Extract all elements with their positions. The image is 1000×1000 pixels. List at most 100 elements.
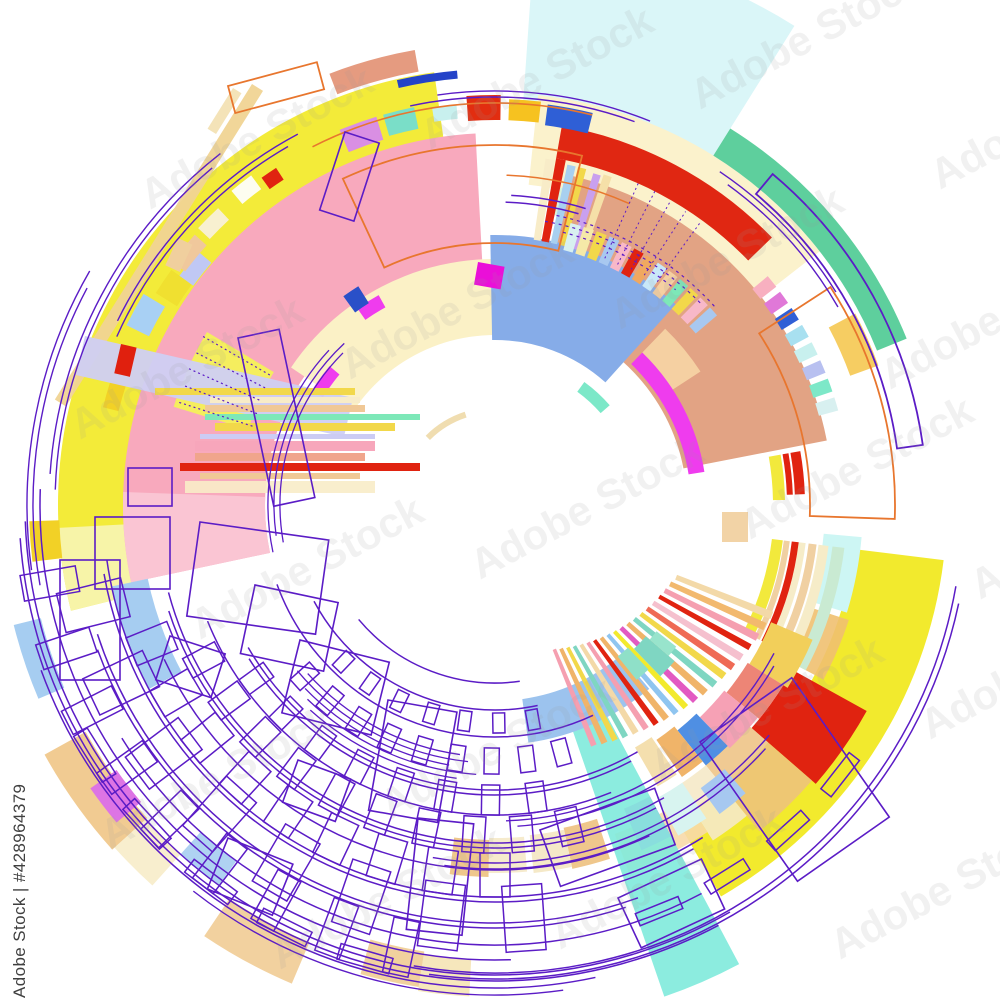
arc-band — [488, 836, 528, 873]
arc-line — [116, 145, 289, 337]
arc-line — [168, 610, 657, 849]
fan-tick — [656, 726, 703, 777]
ring-rect-outline — [516, 744, 537, 774]
fan-tick — [552, 648, 597, 747]
ring-rect-outline — [479, 852, 511, 898]
ring-rect-outline — [524, 707, 542, 732]
arc-line — [276, 584, 594, 738]
ring-rect-outline — [317, 772, 356, 817]
ring-rect-outline — [55, 576, 132, 634]
box-outline — [405, 817, 475, 937]
ring-rect-outline — [491, 712, 506, 734]
arc-line — [103, 573, 694, 903]
arc-band — [754, 540, 790, 640]
arc-band — [577, 382, 610, 414]
arc-band — [357, 295, 386, 320]
fan-tick — [617, 647, 649, 680]
arc-line — [517, 665, 775, 827]
arc-band — [620, 248, 644, 278]
arc-line — [49, 152, 221, 474]
accent-rect — [185, 481, 375, 493]
dashed-radial-line — [617, 188, 657, 265]
arc-band — [751, 669, 867, 784]
arc-band — [743, 539, 783, 637]
arc-band — [343, 286, 369, 313]
ring-rect-outline — [34, 626, 98, 671]
sector-outline — [754, 172, 924, 450]
arc-band — [563, 222, 581, 253]
arc-line — [32, 287, 88, 586]
accent-rect — [165, 238, 193, 272]
outline-rect-rings — [19, 564, 861, 979]
ring-rect-outline — [313, 896, 360, 961]
dashed-radial-line — [604, 180, 640, 259]
fan-tick — [669, 581, 767, 631]
accent-rect — [205, 414, 420, 420]
ring-rect-outline — [483, 747, 501, 775]
fan-tick — [651, 600, 744, 661]
ring-rect-outline — [421, 846, 460, 896]
ring-rect-outline — [237, 661, 275, 696]
arc-line — [306, 698, 477, 775]
radial-tick-fan — [552, 574, 813, 787]
arc-band — [662, 279, 689, 307]
arc-line — [96, 633, 639, 924]
arc-line — [279, 352, 344, 543]
ring-rect-outline — [218, 750, 273, 806]
arc-band — [782, 453, 793, 495]
fan-tick — [663, 588, 760, 641]
fan-tick — [593, 639, 659, 726]
ring-rect-outline — [81, 649, 161, 717]
arc-band — [550, 164, 576, 245]
ring-rect-outline — [365, 832, 409, 886]
ring-rect-outline — [255, 907, 314, 948]
arc-line — [428, 603, 960, 980]
fan-tick — [645, 606, 736, 671]
arc-line — [432, 734, 770, 864]
ring-rect-outline — [386, 766, 416, 803]
arc-band — [598, 236, 620, 267]
ring-rect-outline — [331, 649, 356, 675]
box-outline — [226, 61, 326, 115]
ring-rect-outline — [311, 811, 360, 867]
arc-band — [291, 258, 551, 410]
ring-rect-outline — [765, 809, 811, 852]
ring-rect-outline — [314, 684, 346, 717]
ring-rect-outline — [124, 620, 179, 667]
accent-rect — [474, 262, 505, 290]
ring-rect-outline — [238, 715, 282, 759]
accent-rect — [155, 388, 355, 395]
arc-line — [312, 102, 593, 148]
ring-rect-outline — [553, 805, 585, 848]
arc-line — [116, 133, 299, 322]
accent-rect — [54, 84, 264, 407]
arc-band — [329, 50, 419, 95]
fan-tick — [599, 636, 669, 721]
ring-rect-outline — [343, 748, 376, 786]
arc-line — [425, 411, 467, 440]
arc-band — [761, 541, 799, 644]
box-outline — [280, 639, 391, 736]
accent-rect — [180, 463, 420, 471]
ring-rect-outline — [181, 775, 258, 854]
arc-line — [296, 670, 469, 763]
arc-band — [560, 681, 740, 997]
arc-band-sectors — [13, 0, 944, 997]
arc-line — [444, 748, 767, 870]
arc-band — [680, 297, 708, 325]
fan-tick — [633, 636, 675, 677]
box-outline — [206, 836, 294, 917]
ring-rect-outline — [303, 724, 338, 762]
arc-line — [192, 890, 564, 996]
fan-tick — [649, 631, 677, 656]
arc-band — [103, 380, 126, 412]
watermark-tile-text: Adobe Stock — [822, 806, 1000, 968]
fan-tick — [613, 630, 689, 710]
accent-rect — [207, 88, 242, 135]
accent-rect — [200, 473, 360, 479]
arc-band — [466, 95, 501, 121]
watermark-id-label: Adobe Stock | #428964379 — [10, 783, 29, 998]
fan-tick — [566, 646, 618, 742]
